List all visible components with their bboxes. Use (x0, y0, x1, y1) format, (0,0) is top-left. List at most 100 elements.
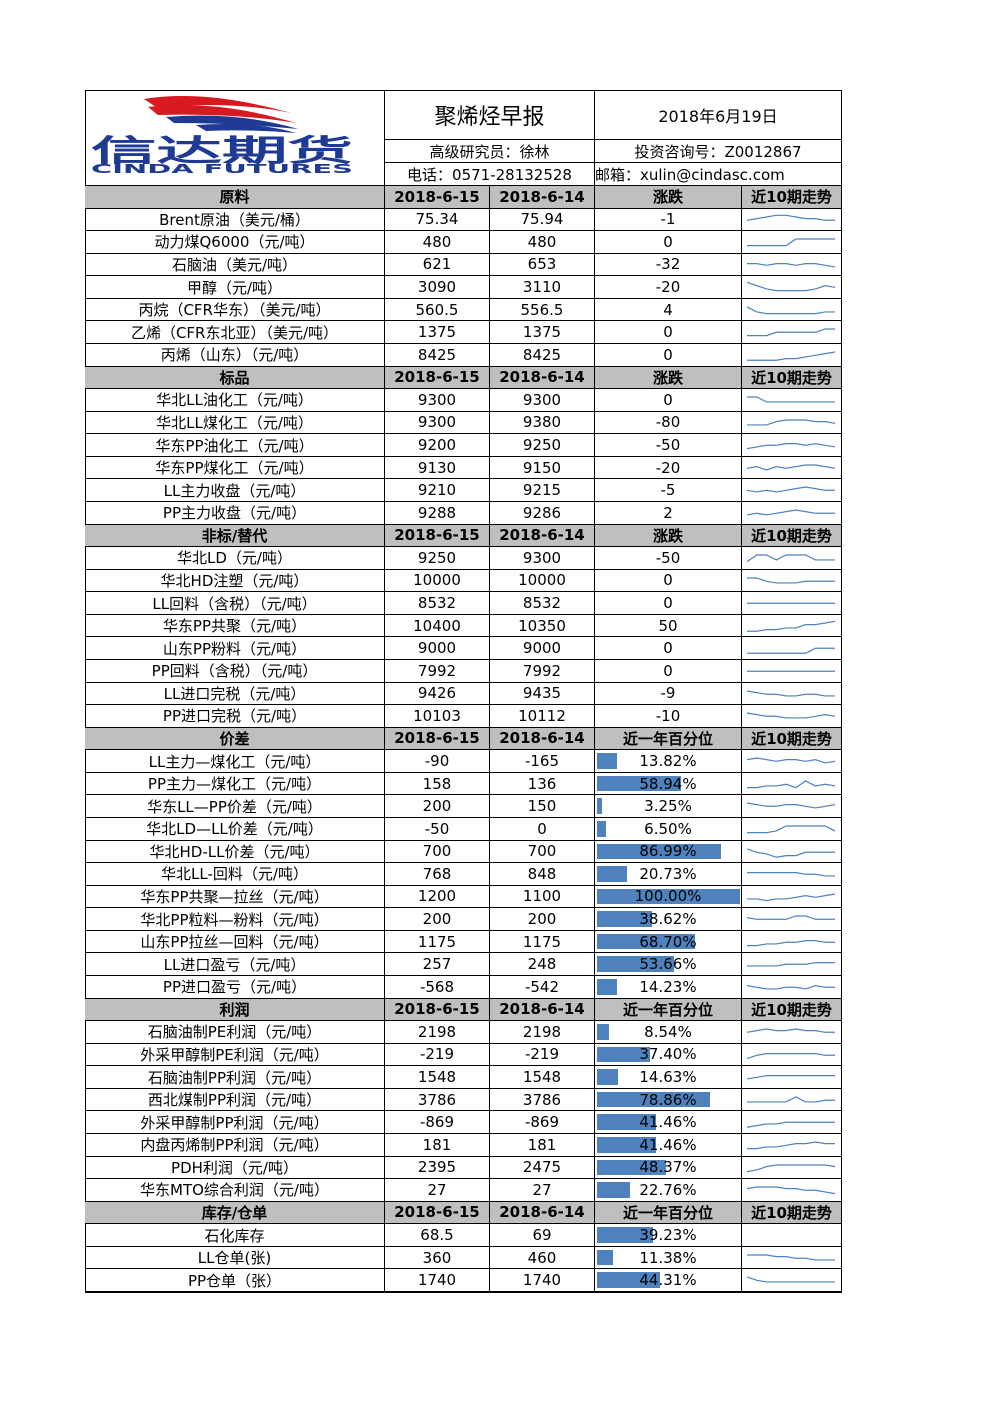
sparkline (747, 577, 835, 584)
sparkline-path (746, 282, 836, 292)
percentile-cell: 14.63% (595, 1066, 742, 1089)
percentile-label: 3.25% (644, 797, 692, 816)
sparkline-path (746, 689, 835, 697)
change-cell: 4 (595, 298, 742, 322)
trend-cell (742, 434, 842, 457)
sparkline-path (746, 802, 836, 809)
percentile-bar (597, 1249, 614, 1266)
value-cell: 136 (490, 772, 595, 796)
value-cell: 10112 (490, 705, 595, 728)
logo: 信达期货 CINDA FUTURES (91, 96, 353, 176)
percentile-bar (597, 866, 627, 882)
value-cell: 27 (385, 1179, 490, 1202)
row-name: 山东PP拉丝—回料（元/吨） (85, 930, 385, 954)
column-header: 原料 (85, 186, 385, 209)
sparkline (747, 1096, 835, 1103)
column-header: 近10期走势 (742, 186, 842, 209)
value-cell: 2475 (490, 1156, 595, 1180)
percentile-label: 38.62% (639, 910, 697, 929)
change-cell: -50 (595, 434, 742, 457)
sparkline (747, 328, 835, 337)
value-cell: 68.5 (385, 1224, 490, 1247)
trend-cell (742, 840, 842, 864)
row-name: PP进口盈亏（元/吨） (85, 976, 385, 999)
report-date: 2018年6月19日 (595, 90, 842, 140)
row-name: 华东PP煤化工（元/吨） (85, 456, 385, 480)
percentile-bar (597, 1159, 667, 1176)
column-header: 近10期走势 (742, 524, 842, 548)
percentile-cell: 11.38% (595, 1246, 742, 1270)
value-cell: 8425 (385, 344, 490, 367)
column-header: 近一年百分位 (595, 1201, 742, 1225)
researcher: 高级研究员：徐林 (385, 140, 595, 163)
value-cell: 181 (490, 1134, 595, 1157)
percentile-cell: 68.70% (595, 930, 742, 954)
percentile-label: 78.86% (639, 1090, 697, 1109)
value-cell: 9380 (490, 411, 595, 435)
percentile-cell: 8.54% (595, 1021, 742, 1044)
sparkline (747, 893, 836, 901)
trend-cell (742, 1269, 842, 1292)
sparkline (746, 802, 836, 809)
trend-cell (742, 953, 842, 976)
column-header: 价差 (85, 727, 385, 751)
row-name: Brent原油（美元/桶） (85, 208, 385, 232)
value-cell: 27 (490, 1179, 595, 1202)
value-cell: 9000 (490, 637, 595, 660)
value-cell: 3110 (490, 276, 595, 299)
value-cell: 3786 (385, 1088, 490, 1112)
row-name: 石脑油（美元/吨） (85, 253, 385, 277)
value-cell: 848 (490, 863, 595, 886)
sparkline-path (747, 262, 836, 268)
value-cell: 69 (490, 1224, 595, 1247)
trend-cell (742, 1246, 842, 1270)
row-name: PP回料（含税）（元/吨） (85, 660, 385, 683)
row-name: 丙烯（山东）（元/吨） (85, 344, 385, 367)
sparkline-path (746, 1186, 836, 1195)
value-cell: 200 (385, 795, 490, 818)
logo-cell (85, 90, 385, 186)
row-name: 华北LL-回料（元/吨） (85, 863, 385, 886)
sparkline-path (746, 306, 835, 315)
value-cell: 9130 (385, 456, 490, 480)
row-name: PP进口完税（元/吨） (85, 705, 385, 728)
value-cell: 1200 (385, 885, 490, 909)
trend-cell (742, 276, 842, 299)
percentile-cell: 44.31% (595, 1269, 742, 1292)
percentile-cell: 20.73% (595, 863, 742, 886)
trend-cell (742, 344, 842, 367)
value-cell: 10400 (385, 614, 490, 638)
percentile-cell: 86.99% (595, 840, 742, 864)
value-cell: 1740 (385, 1269, 490, 1292)
sparkline (746, 1028, 835, 1034)
change-cell: 0 (595, 637, 742, 660)
sparkline-path (746, 915, 835, 921)
trend-cell (742, 930, 842, 954)
value-cell: 0 (490, 818, 595, 841)
trend-cell (742, 298, 842, 322)
sparkline-path (746, 1276, 835, 1283)
percentile-cell: 14.23% (595, 976, 742, 999)
column-header: 2018-6-15 (385, 998, 490, 1022)
change-cell: 0 (595, 592, 742, 615)
sparkline (746, 282, 836, 292)
change-cell: 0 (595, 344, 742, 367)
value-cell: -219 (385, 1043, 490, 1067)
percentile-label: 86.99% (639, 842, 697, 861)
percentile-bar (597, 979, 618, 995)
license: 投资咨询号：Z0012867 (595, 140, 842, 163)
percentile-bar (597, 1046, 651, 1063)
percentile-bar (597, 1227, 654, 1243)
value-cell: 2198 (385, 1021, 490, 1044)
row-name: 石化库存 (85, 1224, 385, 1247)
value-cell: 9300 (385, 389, 490, 412)
percentile-cell: 6.50% (595, 818, 742, 841)
column-header: 近一年百分位 (595, 727, 742, 751)
sparkline (747, 939, 835, 947)
row-name: 华东PP共聚（元/吨） (85, 614, 385, 638)
percentile-label: 41.46% (639, 1135, 697, 1154)
value-cell: 9300 (490, 547, 595, 570)
row-name: PDH利润（元/吨） (85, 1156, 385, 1180)
column-header: 近10期走势 (742, 366, 842, 390)
